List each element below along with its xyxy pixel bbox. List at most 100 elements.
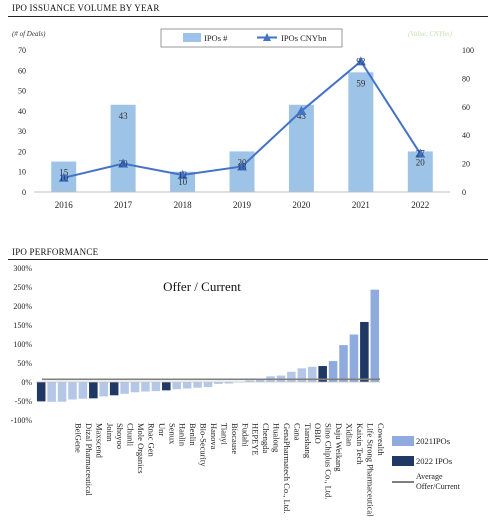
issuance-bar-label: 43 bbox=[119, 111, 129, 121]
perf-tick-label: -50% bbox=[15, 397, 33, 406]
value-line-label: 10 bbox=[59, 173, 69, 183]
company-label: Shoyoo bbox=[115, 423, 125, 449]
value-line-label: 92 bbox=[356, 56, 365, 66]
year-tick-label: 2017 bbox=[114, 200, 133, 210]
perf-bar bbox=[109, 382, 119, 396]
right-tick-label: 40 bbox=[462, 131, 470, 140]
issuance-bar bbox=[407, 151, 433, 192]
performance-chart: -100% -50% 0% 50% 100% 150% 200% 250% 300% Offer … bbox=[11, 264, 461, 517]
company-label: Dizal Pharmaceutical bbox=[84, 423, 94, 497]
perf-bar bbox=[78, 382, 88, 399]
issuance-legend bbox=[160, 28, 343, 48]
issuance-bar-label: 10 bbox=[178, 177, 188, 187]
performance-section-title: IPO PERFORMANCE bbox=[12, 247, 99, 257]
legend-line-marker bbox=[263, 33, 271, 41]
value-marker bbox=[415, 148, 426, 158]
perf-bar bbox=[172, 382, 182, 390]
issuance-bar-label: 59 bbox=[356, 78, 366, 88]
perf-bar bbox=[162, 382, 171, 391]
perf-bar bbox=[203, 382, 213, 387]
legend-bar-swatch bbox=[183, 33, 201, 42]
perf-bar bbox=[99, 382, 109, 397]
perf-tick-label: 300% bbox=[13, 264, 32, 273]
company-label: Mole Organics bbox=[136, 423, 146, 474]
perf-bar bbox=[36, 382, 46, 402]
left-tick-label: 40 bbox=[18, 107, 26, 116]
perf-bar bbox=[349, 334, 359, 382]
company-label: GenaPharmatech Co., Ltd. bbox=[282, 423, 292, 513]
perf-bar bbox=[297, 368, 307, 382]
perf-bar bbox=[224, 382, 234, 384]
company-label: Cana bbox=[292, 423, 302, 441]
value-line-label: 20 bbox=[119, 159, 129, 169]
company-label: Sino Chiplus Co., Ltd. bbox=[324, 423, 334, 500]
right-tick-label: 0 bbox=[462, 188, 466, 197]
company-label: OBIO bbox=[313, 423, 323, 444]
right-tick-label: 80 bbox=[462, 74, 470, 83]
perf-bar bbox=[287, 371, 296, 382]
issuance-bar-label: 20 bbox=[416, 157, 426, 167]
perf-bar bbox=[328, 361, 338, 382]
perf-bar bbox=[151, 382, 161, 392]
year-tick-label: 2016 bbox=[55, 200, 74, 210]
company-label: Benlin bbox=[188, 423, 198, 446]
right-tick-label: 100 bbox=[462, 46, 474, 55]
right-axis-label: (Value, CNYbn) bbox=[408, 30, 453, 38]
perf-tick-label: 200% bbox=[13, 302, 32, 311]
issuance-bar-label: 15 bbox=[59, 168, 69, 178]
perf-bar bbox=[318, 366, 327, 382]
left-tick-label: 70 bbox=[18, 46, 26, 55]
value-marker bbox=[58, 172, 69, 182]
company-label: Joinn bbox=[105, 423, 115, 442]
legend-average-label-1: Average bbox=[416, 472, 443, 481]
company-label: Senux bbox=[167, 423, 177, 445]
perf-bar bbox=[120, 382, 129, 394]
company-label: Chengda bbox=[261, 423, 271, 453]
company-label: Kaixin Tech bbox=[355, 423, 365, 465]
legend-bar-label: IPOs # bbox=[204, 33, 228, 43]
left-tick-label: 0 bbox=[22, 188, 26, 197]
year-tick-label: 2021 bbox=[352, 200, 370, 210]
company-label: Chunli bbox=[126, 423, 136, 447]
perf-bar bbox=[68, 382, 77, 400]
perf-tick-label: 250% bbox=[13, 283, 32, 292]
company-label: Hualong bbox=[272, 423, 282, 453]
company-label: Tianshang bbox=[303, 423, 313, 459]
perf-bar bbox=[370, 289, 380, 382]
issuance-bar bbox=[110, 104, 136, 192]
perf-bar bbox=[360, 321, 369, 382]
right-tick-label: 60 bbox=[462, 103, 470, 112]
perf-tick-label: -100% bbox=[11, 416, 33, 425]
company-label: HEPEYE bbox=[251, 423, 261, 456]
right-tick-label: 20 bbox=[462, 160, 470, 169]
company-label: Cowealth bbox=[376, 423, 386, 456]
perf-bar bbox=[214, 382, 223, 384]
legend-2022-swatch bbox=[392, 456, 414, 466]
left-tick-label: 30 bbox=[18, 127, 26, 136]
legend-2021-swatch bbox=[392, 436, 414, 446]
company-label: Xidian bbox=[345, 423, 355, 447]
company-label: Maxscend bbox=[94, 423, 104, 459]
company-label: Rnac Gen bbox=[146, 423, 156, 458]
company-label: Hanova bbox=[209, 423, 219, 450]
perf-bar bbox=[89, 382, 98, 399]
perf-bar bbox=[57, 382, 67, 402]
company-label: Unr bbox=[157, 423, 167, 436]
left-tick-label: 10 bbox=[18, 168, 26, 177]
issuance-bar bbox=[170, 171, 196, 192]
year-tick-label: 2020 bbox=[292, 200, 311, 210]
perf-bar bbox=[193, 382, 202, 388]
perf-bar bbox=[47, 382, 56, 402]
legend-2022-label: 2022 IPOs bbox=[416, 456, 452, 466]
value-marker bbox=[118, 158, 129, 168]
perf-bar bbox=[307, 366, 317, 382]
company-label: BeiGene bbox=[73, 423, 83, 453]
perf-bar bbox=[130, 382, 140, 393]
company-label: Fudahi bbox=[240, 423, 250, 447]
perf-tick-label: 50% bbox=[17, 359, 32, 368]
perf-inner-title: Offer / Current bbox=[163, 279, 241, 294]
company-label: Biocause bbox=[230, 423, 240, 454]
left-tick-label: 60 bbox=[18, 66, 26, 75]
company-label: Bio-Security bbox=[199, 423, 209, 467]
